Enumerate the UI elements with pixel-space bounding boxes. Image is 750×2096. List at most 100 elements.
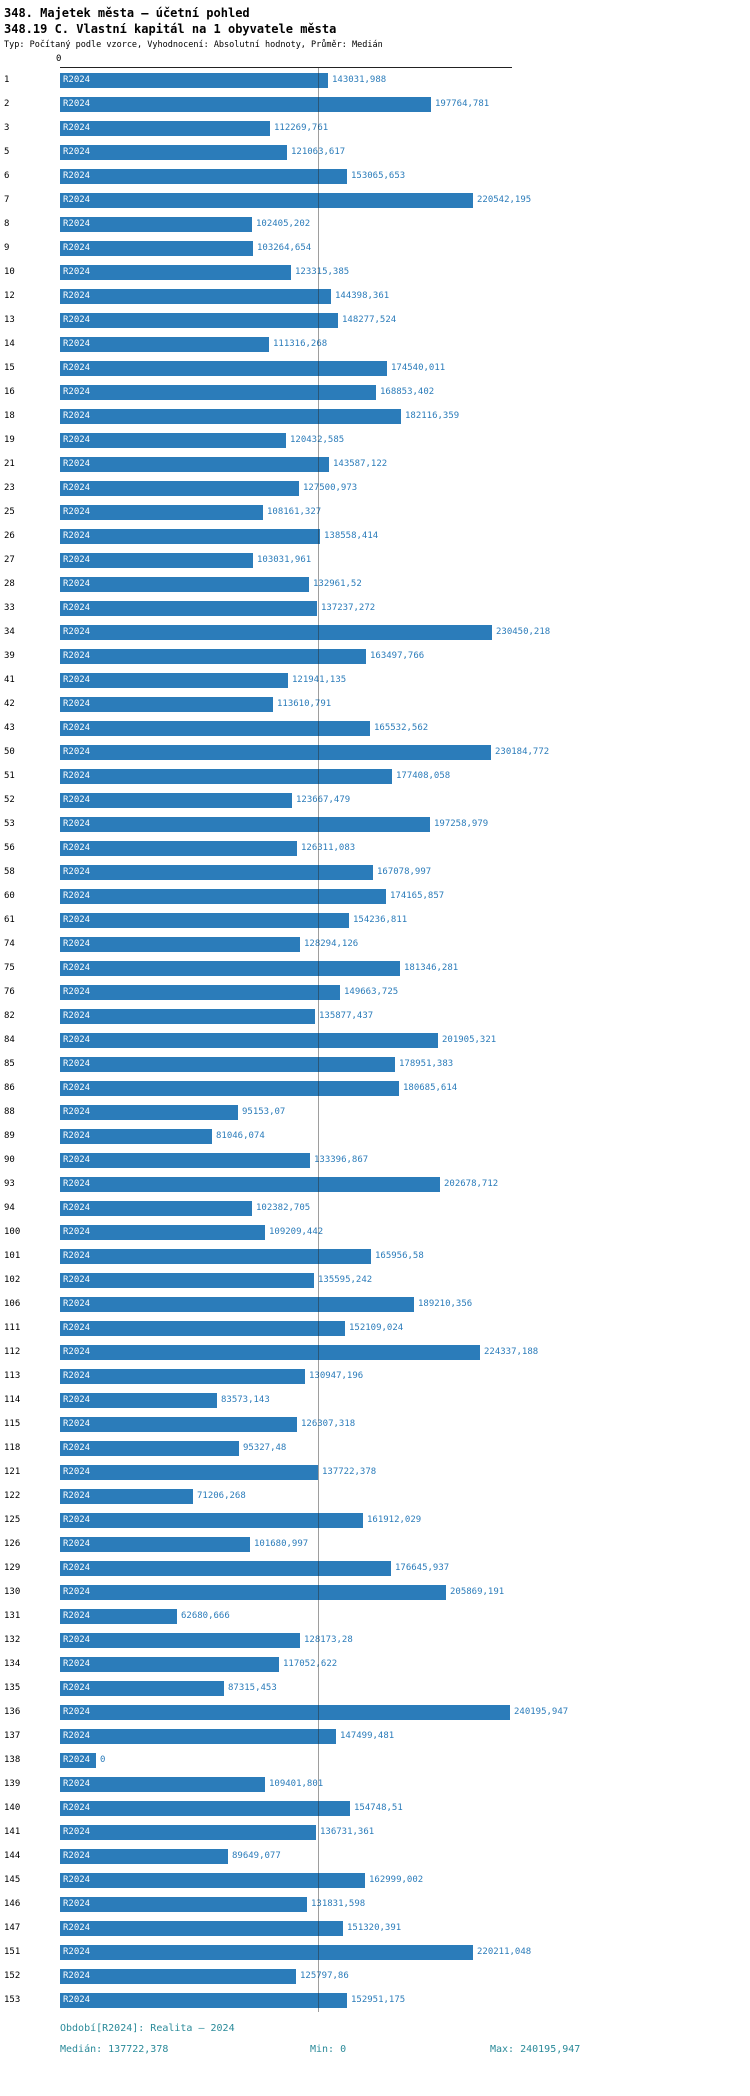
bar[interactable]: R2024 [60,768,392,784]
bar[interactable]: R2024 [60,1584,446,1600]
bar[interactable]: R2024 [60,432,286,448]
bar-row: 131 R2024 62680,666 [0,1604,750,1628]
row-number-label: 3 [4,123,10,133]
bar-row: 53 R2024 197258,979 [0,812,750,836]
bar[interactable]: R2024 [60,840,297,856]
bar[interactable]: R2024 [60,504,263,520]
bar[interactable]: R2024 [60,1464,318,1480]
bar-track: R2024 176645,937 [60,1560,750,1576]
bar[interactable]: R2024 [60,1272,314,1288]
bar[interactable]: R2024 [60,192,473,208]
bar[interactable]: R2024 [60,1968,296,1984]
bar[interactable]: R2024 [60,168,347,184]
bar[interactable]: R2024 [60,1344,480,1360]
bar[interactable]: R2024 [60,144,287,160]
bar[interactable]: R2024 [60,1320,345,1336]
bar-series-label: R2024 [63,1035,91,1045]
bar[interactable]: R2024 [60,1104,238,1120]
bar[interactable]: R2024 [60,912,349,928]
bar[interactable]: R2024 [60,1680,224,1696]
bar[interactable]: R2024 [60,1872,365,1888]
bar[interactable]: R2024 [60,1080,399,1096]
bar[interactable]: R2024 [60,1608,177,1624]
bar[interactable]: R2024 [60,456,329,472]
bar[interactable]: R2024 [60,1296,414,1312]
bar-series-label: R2024 [63,75,91,85]
bar-value-label: 83573,143 [221,1394,270,1405]
bar[interactable]: R2024 [60,816,430,832]
bar[interactable]: R2024 [60,696,273,712]
bar[interactable]: R2024 [60,1728,336,1744]
bar[interactable]: R2024 [60,216,252,232]
bar[interactable]: R2024 [60,744,491,760]
bar[interactable]: R2024 [60,312,338,328]
bar[interactable]: R2024 [60,1920,343,1936]
footer-stats: Medián: 137722,378 Min: 0 Max: 240195,94… [60,2043,750,2056]
bar[interactable]: R2024 [60,264,291,280]
bar[interactable]: R2024 [60,1944,473,1960]
bar[interactable]: R2024 [60,960,400,976]
bar[interactable]: R2024 [60,1896,307,1912]
bar[interactable]: R2024 [60,1440,239,1456]
bar-track: R2024 109401,801 [60,1776,750,1792]
bar[interactable]: R2024 [60,1992,347,2008]
bar[interactable]: R2024 [60,96,431,112]
bar[interactable]: R2024 [60,408,401,424]
bar[interactable]: R2024 [60,1512,363,1528]
bar[interactable]: R2024 [60,600,317,616]
bar[interactable]: R2024 [60,1752,96,1768]
bar[interactable]: R2024 [60,360,387,376]
bar[interactable]: R2024 [60,288,331,304]
bar[interactable]: R2024 [60,1632,300,1648]
bar[interactable]: R2024 [60,1224,265,1240]
bar[interactable]: R2024 [60,240,253,256]
bar[interactable]: R2024 [60,888,386,904]
bar[interactable]: R2024 [60,984,340,1000]
bar[interactable]: R2024 [60,864,373,880]
bar[interactable]: R2024 [60,1392,217,1408]
bar-row: 125 R2024 161912,029 [0,1508,750,1532]
bar[interactable]: R2024 [60,1032,438,1048]
bar[interactable]: R2024 [60,1368,305,1384]
bar[interactable]: R2024 [60,1536,250,1552]
bar[interactable]: R2024 [60,1248,371,1264]
bar[interactable]: R2024 [60,1056,395,1072]
bar-series-label: R2024 [63,99,91,109]
bar[interactable]: R2024 [60,336,269,352]
bar[interactable]: R2024 [60,480,299,496]
bar[interactable]: R2024 [60,72,328,88]
bar-row: 51 R2024 177408,058 [0,764,750,788]
bar-value-label: 81046,074 [216,1130,265,1141]
bar[interactable]: R2024 [60,792,292,808]
bar[interactable]: R2024 [60,1776,265,1792]
bar[interactable]: R2024 [60,552,253,568]
bar[interactable]: R2024 [60,1560,391,1576]
bar[interactable]: R2024 [60,1704,510,1720]
bar[interactable]: R2024 [60,528,320,544]
bar[interactable]: R2024 [60,1488,193,1504]
bar[interactable]: R2024 [60,1128,212,1144]
bar-row: 94 R2024 102382,705 [0,1196,750,1220]
bar-value-label: 126311,083 [301,842,356,853]
bar[interactable]: R2024 [60,1848,228,1864]
bar[interactable]: R2024 [60,624,492,640]
bar-track: R2024 71206,268 [60,1488,750,1504]
bar[interactable]: R2024 [60,936,300,952]
bar-series-label: R2024 [63,531,91,541]
bar[interactable]: R2024 [60,1800,350,1816]
bar[interactable]: R2024 [60,720,370,736]
bar[interactable]: R2024 [60,1176,440,1192]
bar[interactable]: R2024 [60,672,288,688]
bar[interactable]: R2024 [60,1656,279,1672]
bar[interactable]: R2024 [60,1152,310,1168]
bar[interactable]: R2024 [60,576,309,592]
footer-period: Období[R2024]: Realita – 2024 [60,2023,235,2034]
bar[interactable]: R2024 [60,384,376,400]
bar[interactable]: R2024 [60,648,366,664]
bar[interactable]: R2024 [60,1200,252,1216]
bar[interactable]: R2024 [60,120,270,136]
bar-series-label: R2024 [63,1419,91,1429]
bar[interactable]: R2024 [60,1824,316,1840]
bar[interactable]: R2024 [60,1008,315,1024]
bar[interactable]: R2024 [60,1416,297,1432]
